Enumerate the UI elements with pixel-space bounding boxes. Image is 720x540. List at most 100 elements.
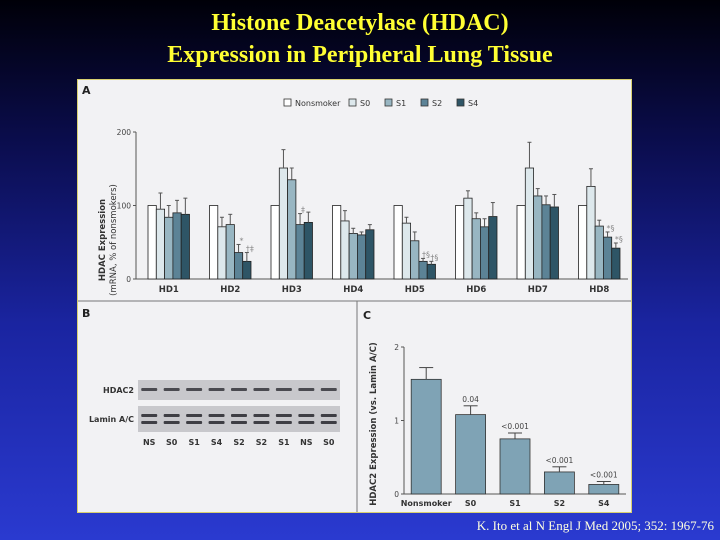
legend-label-s1: S1	[396, 99, 406, 108]
panel-c-x-tick-label: S1	[509, 499, 521, 508]
bar-hd2-s0	[217, 226, 227, 280]
blot-band-hdac2	[275, 388, 292, 391]
citation: K. Ito et al N Engl J Med 2005; 352: 196…	[476, 518, 714, 533]
panel-a-x-tick-label: HD8	[589, 285, 609, 295]
blot-strip-lamin	[138, 406, 340, 432]
significance-marker: ‡	[301, 206, 305, 215]
bar-hd2-nonsmoker	[209, 205, 219, 280]
bar-hd7-s1	[533, 195, 543, 280]
panel-c-ylabel: HDAC2 Expression (vs. Lamin A/C)	[369, 342, 379, 506]
panel-a-x-tick-label: HD7	[528, 285, 548, 295]
blot-band-lamin-upper	[141, 414, 158, 417]
blot-lane-label: NS	[300, 438, 313, 447]
panel-b-western-blot: HDAC2 Lamin A/C NS S0 S1 S4 S2 S2 S1 NS S0	[89, 380, 340, 447]
bar-hd6-s1	[471, 218, 481, 280]
bar-hd2-s1	[225, 224, 235, 280]
bar-hd6-nonsmoker	[455, 205, 465, 280]
legend-swatch-s2	[420, 98, 429, 107]
panel-a-ylabel-line1: HDAC Expression	[98, 199, 108, 281]
blot-band-lamin-upper	[275, 414, 292, 417]
panel-a-y-tick-label: 100	[117, 202, 132, 211]
blot-band-lamin-lower	[253, 421, 270, 424]
blot-band-lamin-upper	[253, 414, 270, 417]
legend-label-s0: S0	[360, 99, 370, 108]
legend-label-nonsmoker: Nonsmoker	[295, 99, 341, 108]
blot-band-lamin-lower	[320, 421, 337, 424]
panel-a-x-tick-label: HD1	[159, 285, 179, 295]
blot-band-lamin-lower	[298, 421, 315, 424]
slide-title-line2: Expression in Peripheral Lung Tissue	[167, 42, 553, 68]
bar-hd8-nonsmoker	[578, 205, 588, 280]
significance-marker: †§	[422, 250, 430, 259]
bar-hd4-s4	[365, 229, 375, 280]
panel-a-ylabel-line2: (mRNA, % of nonsmokers)	[109, 184, 119, 296]
bar-hd5-s1	[410, 240, 420, 280]
panel-c-chart: 0 1 2 Nonsmoker 0.04 S0 <0.001 S1 <0.001 S2 <0.001…	[394, 343, 626, 508]
blot-lane-label: S0	[323, 438, 335, 447]
blot-band-hdac2	[231, 388, 247, 391]
blot-lane-label: S2	[233, 438, 244, 447]
panel-c-y-tick-label: 2	[394, 343, 399, 352]
bar-hd8-s1	[594, 225, 604, 280]
blot-band-hdac2	[298, 388, 315, 391]
figure-panel: A Nonsmoker S0 S1 S2 S4 0 100 200 HD1 HD2 HD3 HD4 H…	[77, 79, 632, 513]
legend-swatch-s4	[456, 98, 465, 107]
bar-hd8-s2	[603, 236, 613, 280]
blot-band-lamin-lower	[208, 421, 225, 424]
bar-hd6-s4	[488, 216, 498, 280]
blot-band-lamin-lower	[275, 421, 292, 424]
panel-a-chart: 0 100 200 HD1 HD2 HD3 HD4 HD5 HD6 HD7 HD8 *†‡ ‡ †§ †§ *…	[117, 128, 628, 295]
blot-band-hdac2	[253, 388, 270, 391]
blot-band-lamin-lower	[231, 421, 247, 424]
panel-c-x-tick-label: S2	[554, 499, 565, 508]
panel-a-y-tick-label: 200	[117, 128, 132, 137]
blot-band-hdac2	[320, 388, 337, 391]
panel-c-y-tick-label: 0	[394, 490, 399, 499]
blot-band-lamin-upper	[163, 414, 180, 417]
panel-a-label: A	[82, 84, 91, 97]
p-value-label: <0.001	[546, 456, 574, 465]
blot-row-label: HDAC2	[103, 386, 134, 395]
blot-band-lamin-lower	[163, 421, 180, 424]
bar-hd4-s2	[356, 234, 367, 280]
blot-band-lamin-upper	[320, 414, 337, 417]
bar-hd1-s2	[172, 212, 182, 280]
bar-hd8-s0	[586, 185, 596, 280]
blot-band-lamin-upper	[298, 414, 315, 417]
bar-hd3-s2	[295, 224, 305, 280]
bar-hd7-s2	[541, 204, 551, 280]
panel-a-x-tick-label: HD4	[343, 285, 363, 295]
blot-band-lamin-lower	[186, 421, 203, 424]
bar-hd3-nonsmoker	[270, 205, 280, 280]
panel-a-x-tick-label: HD6	[466, 285, 486, 295]
panel-a-x-tick-label: HD5	[405, 285, 425, 295]
bar-hd6-s0	[463, 197, 473, 280]
blot-lane-label: S4	[211, 438, 223, 447]
legend-label-s4: S4	[468, 99, 478, 108]
bar-c-s4	[588, 484, 620, 495]
significance-marker: *§	[607, 224, 615, 233]
bar-hd5-s4	[426, 263, 436, 280]
legend-label-s2: S2	[432, 99, 442, 108]
blot-band-hdac2	[141, 388, 158, 391]
panel-c-x-tick-label: Nonsmoker	[401, 499, 452, 508]
blot-row-label: Lamin A/C	[89, 415, 134, 424]
p-value-label: 0.04	[462, 395, 479, 404]
blot-band-hdac2	[163, 388, 180, 391]
blot-lane-label: NS	[143, 438, 156, 447]
panel-c-y-tick-label: 1	[394, 417, 399, 426]
bar-hd7-s0	[524, 167, 534, 280]
blot-lane-label: S0	[166, 438, 178, 447]
panel-a-x-tick-label: HD2	[220, 285, 240, 295]
bar-hd3-s1	[287, 179, 297, 280]
panel-c-x-tick-label: S0	[465, 499, 477, 508]
bar-hd1-s4	[180, 213, 190, 280]
significance-marker: †‡	[246, 245, 254, 254]
legend-swatch-s1	[384, 98, 393, 107]
legend-swatch-s0	[348, 98, 357, 107]
panel-a-x-tick-label: HD3	[282, 285, 302, 295]
bar-c-s2	[543, 471, 575, 495]
bar-hd7-s4	[549, 206, 559, 280]
panel-b-label: B	[82, 307, 90, 320]
bar-hd4-nonsmoker	[332, 205, 342, 280]
